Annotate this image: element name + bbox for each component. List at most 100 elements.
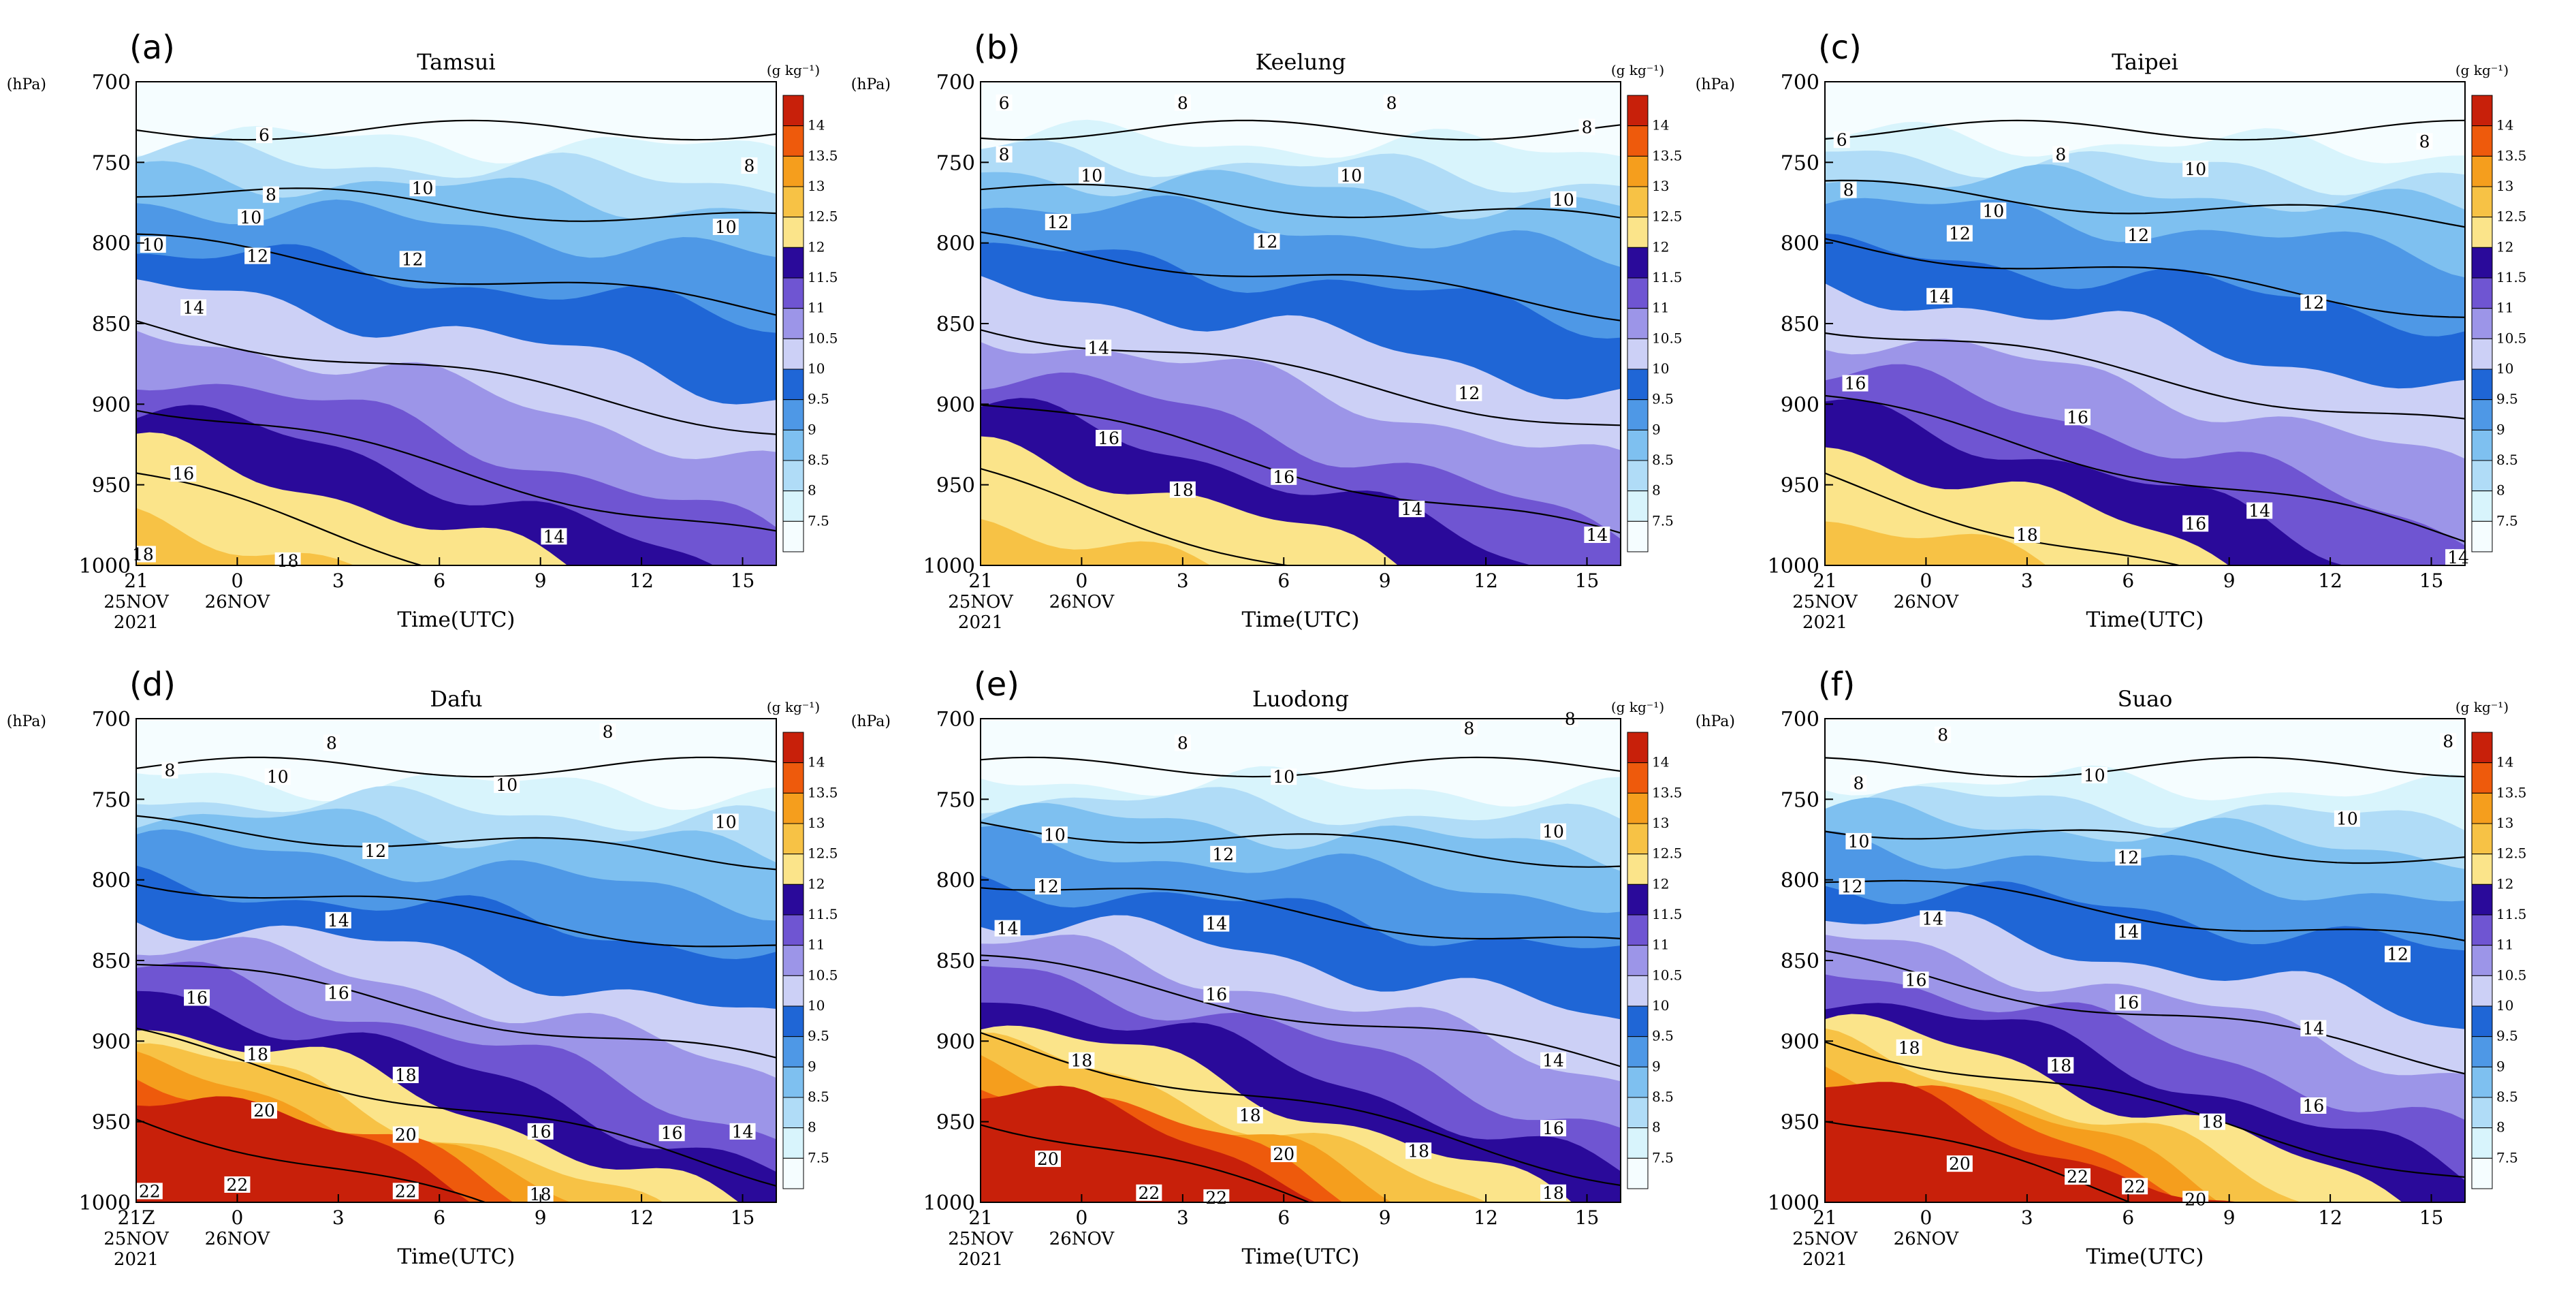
contour-line: [981, 822, 1621, 868]
y-tick-label: 800: [1781, 869, 1819, 893]
colorbar-tick-label: 7.5: [2496, 1149, 2518, 1166]
contour-line: [1825, 1121, 2132, 1202]
x-date-label: 2021: [958, 1249, 1003, 1270]
colorbar-swatch: [782, 914, 804, 946]
colorbar-swatch: [1627, 217, 1649, 248]
contour-label: 22: [395, 1181, 417, 1201]
y-tick-label: 800: [936, 232, 975, 256]
colorbar-tick-label: 8: [808, 482, 816, 499]
contour-line: [136, 233, 776, 316]
y-tick-label: 700: [1781, 708, 1819, 732]
colorbar-swatch: [1627, 460, 1649, 492]
y-tick-label: 950: [1781, 474, 1819, 498]
contour-label-box: [1584, 527, 1610, 544]
x-date-label: 25NOV: [948, 592, 1014, 612]
contour-label-box: [1045, 213, 1071, 230]
contour-label-box: [2182, 1191, 2209, 1208]
contour-label: 10: [496, 775, 518, 795]
contour-label: 10: [715, 217, 737, 237]
contour-label: 16: [2067, 407, 2088, 427]
colorbar-swatch: [782, 1097, 804, 1129]
colorbar-tick-label: 9.5: [1652, 1028, 1674, 1044]
panel-title: Suao: [2118, 686, 2173, 712]
colorbar-tick-label: 7.5: [808, 1149, 829, 1166]
contour-label-box: [1935, 726, 1952, 743]
contour-label-box: [712, 813, 739, 830]
contour-label-box: [2052, 146, 2069, 163]
x-date-label: 26NOV: [205, 592, 271, 612]
contour-line: [981, 231, 1621, 322]
contour-line: [136, 1027, 776, 1187]
y-tick-label: 850: [92, 313, 131, 337]
colorbar-tick-label: 10: [1652, 997, 1669, 1014]
y-unit-label: (hPa): [851, 76, 891, 93]
x-tick-label: 9: [1379, 569, 1391, 592]
colorbar: 14 13.5 13 12.5 12 11.5 11 10.5 10 9.5 9 8.5 8 7.5 (g …: [2455, 62, 2527, 552]
colorbar-swatch: [1627, 490, 1649, 522]
colorbar-tick-label: 8: [1652, 482, 1661, 499]
colorbar-tick-label: 7.5: [1652, 512, 1674, 529]
colorbar-tick-label: 10.5: [2496, 330, 2527, 346]
x-tick-label: 3: [1177, 569, 1189, 592]
colorbar-tick-label: 12.5: [1652, 208, 1683, 225]
colorbar-swatch: [782, 1157, 804, 1189]
colorbar-swatch: [1627, 399, 1649, 431]
contour-line: [1825, 1041, 2465, 1178]
contour-label: 14: [1928, 287, 1950, 307]
colorbar-tick-label: 12.5: [2496, 845, 2527, 862]
contour-label: 20: [1037, 1149, 1059, 1169]
contour-label-box: [2182, 515, 2209, 532]
contour-label: 14: [543, 527, 565, 546]
contour-label: 8: [1177, 93, 1188, 113]
contour-label-box: [1203, 915, 1230, 932]
contour-line: [1825, 829, 2465, 864]
colorbar-swatch: [2471, 155, 2493, 187]
contour-label-box: [1068, 1052, 1095, 1069]
contour-label: 10: [142, 235, 164, 255]
y-tick-label: 900: [1781, 393, 1819, 417]
contour-label: 12: [2387, 945, 2408, 965]
fill-level-12-5: [981, 436, 1399, 565]
contour-label: 16: [172, 464, 194, 484]
y-tick-label: 950: [936, 1111, 975, 1135]
x-date-label: 26NOV: [1894, 592, 1960, 612]
y-tick-label: 900: [1781, 1030, 1819, 1054]
contour-line: [136, 472, 424, 565]
colorbar-tick-label: 11: [808, 300, 825, 316]
colorbar-swatch: [1627, 308, 1649, 339]
colorbar-unit-label: (g kg⁻¹): [767, 699, 820, 715]
contour-label-box: [1578, 119, 1595, 136]
x-axis-label: Time(UTC): [1241, 1245, 1359, 1269]
moisture-field: [136, 719, 776, 1202]
chart-panel: 6 8 8 8 8 10 10 10 12 12 12 14 14 14 16 16 18 700 750 800 85…: [851, 29, 1683, 633]
colorbar-swatch: [1627, 854, 1649, 885]
colorbar-tick-label: 10.5: [808, 967, 838, 983]
colorbar-tick-label: 9: [2496, 1058, 2505, 1074]
contour-label-box: [2014, 527, 2040, 544]
contour-label: 16: [1098, 428, 1119, 448]
colorbar-tick-label: 9: [808, 1058, 816, 1074]
contour-label-box: [1096, 430, 1122, 447]
colorbar-tick-label: 9: [2496, 421, 2505, 437]
colorbar-tick-label: 8.5: [808, 452, 829, 468]
x-date-label: 25NOV: [104, 592, 170, 612]
x-tick-label: 12: [2318, 569, 2342, 592]
colorbar-tick-label: 11.5: [808, 269, 838, 285]
colorbar-tick-label: 13.5: [1652, 784, 1683, 800]
contour-label: 10: [2336, 809, 2358, 829]
colorbar-tick-label: 13.5: [808, 784, 838, 800]
colorbar-swatch: [1627, 1036, 1649, 1067]
colorbar-swatch: [2471, 1036, 2493, 1067]
colorbar-swatch: [1627, 1157, 1649, 1189]
contour-label-box: [224, 1176, 251, 1193]
x-tick-label: 21: [124, 569, 148, 592]
contour-label-box: [1540, 1052, 1567, 1069]
colorbar-swatch: [1627, 186, 1649, 218]
x-date-label: 25NOV: [1792, 592, 1858, 612]
colorbar-swatch: [2471, 490, 2493, 522]
x-tick-label: 6: [2122, 1206, 2134, 1229]
colorbar-tick-label: 10: [2496, 360, 2513, 377]
contour-label: 12: [1047, 213, 1069, 232]
contour-line: [136, 409, 776, 532]
